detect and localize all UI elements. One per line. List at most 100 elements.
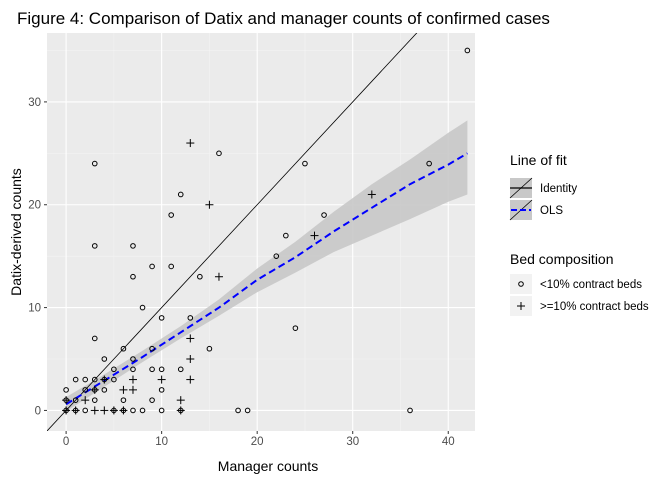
legend-label-fit: Identity xyxy=(540,183,577,195)
point-under-10pct xyxy=(149,397,155,403)
point-under-10pct xyxy=(302,160,308,167)
point-over-10pct xyxy=(119,406,128,415)
point-over-10pct xyxy=(157,375,166,384)
point-over-10pct xyxy=(176,396,185,405)
y-axis-title: Datix-derived counts xyxy=(8,168,24,296)
point-over-10pct xyxy=(90,385,99,394)
y-tick-label: 0 xyxy=(35,405,41,417)
y-tick-label: 10 xyxy=(28,303,41,315)
point-over-10pct xyxy=(186,334,195,343)
point-over-10pct xyxy=(176,406,185,415)
point-under-10pct xyxy=(130,407,136,414)
x-axis-title: Manager counts xyxy=(218,458,318,474)
fit-lines xyxy=(47,33,468,431)
legend-key-under-10pct xyxy=(510,274,532,294)
point-under-10pct xyxy=(292,325,299,331)
legend-key-identity xyxy=(509,177,533,199)
point-over-10pct xyxy=(100,406,109,415)
point-under-10pct xyxy=(464,47,471,54)
point-under-10pct xyxy=(101,387,108,393)
point-under-10pct xyxy=(206,345,213,352)
point-under-10pct xyxy=(187,315,194,321)
point-under-10pct xyxy=(158,387,165,393)
point-over-10pct xyxy=(186,375,195,384)
x-tick-label: 10 xyxy=(155,436,168,448)
point-under-10pct xyxy=(120,397,127,403)
point-under-10pct xyxy=(82,387,89,393)
point-over-10pct xyxy=(214,272,223,281)
x-tick-label: 0 xyxy=(63,436,69,448)
x-tick-label: 40 xyxy=(442,436,455,448)
x-tick-label: 20 xyxy=(251,436,264,448)
point-over-10pct xyxy=(186,355,195,364)
axis-ticks: 0 10 20 30 40 0 10 20 30 xyxy=(28,97,454,448)
point-over-10pct xyxy=(62,406,71,415)
legend-label-bed: <10% contract beds xyxy=(540,279,642,291)
point-under-10pct xyxy=(283,232,289,239)
point-under-10pct xyxy=(72,397,79,403)
y-tick-label: 20 xyxy=(28,200,41,212)
point-under-10pct xyxy=(111,366,117,373)
legend-fit-title: Line of fit xyxy=(510,152,567,168)
point-under-10pct xyxy=(177,366,184,373)
legend: Line of fit Bed composition Identity OLS <… xyxy=(509,152,649,316)
point-under-10pct xyxy=(130,273,136,280)
point-under-10pct xyxy=(149,345,155,352)
plot-panel xyxy=(47,33,475,431)
point-under-10pct xyxy=(158,366,165,373)
ols-confidence-ribbon xyxy=(66,120,468,412)
point-over-10pct xyxy=(310,231,319,240)
point-under-10pct xyxy=(168,263,174,270)
point-under-10pct xyxy=(72,376,79,383)
point-over-10pct xyxy=(90,406,99,415)
ols-line xyxy=(65,152,468,406)
point-under-10pct xyxy=(82,407,89,414)
point-under-10pct xyxy=(139,304,146,311)
point-under-10pct xyxy=(101,356,108,362)
point-under-10pct xyxy=(197,273,203,280)
point-under-10pct xyxy=(120,345,127,352)
data-points xyxy=(62,47,471,415)
point-under-10pct xyxy=(407,407,413,414)
point-under-10pct xyxy=(130,356,136,362)
point-under-10pct xyxy=(149,366,155,373)
y-tick-label: 30 xyxy=(28,97,41,109)
point-under-10pct xyxy=(158,407,165,414)
legend-bed-title: Bed composition xyxy=(510,251,614,267)
point-under-10pct xyxy=(130,366,136,373)
point-over-10pct xyxy=(100,375,109,384)
chart-title: Figure 4: Comparison of Datix and manage… xyxy=(17,9,550,28)
point-under-10pct xyxy=(91,160,98,167)
legend-circle-marker xyxy=(518,281,524,287)
point-over-10pct xyxy=(128,385,137,394)
point-over-10pct xyxy=(205,200,214,209)
point-under-10pct xyxy=(139,407,146,414)
identity-line xyxy=(47,33,418,431)
point-under-10pct xyxy=(158,315,165,321)
point-under-10pct xyxy=(177,191,184,198)
point-under-10pct xyxy=(149,263,155,270)
legend-key-over-10pct xyxy=(510,296,532,316)
point-under-10pct xyxy=(91,376,98,383)
legend-label-fit: OLS xyxy=(540,205,563,217)
point-over-10pct xyxy=(71,406,80,415)
point-under-10pct xyxy=(91,335,98,342)
point-under-10pct xyxy=(321,212,327,218)
x-tick-label: 30 xyxy=(346,436,359,448)
point-under-10pct xyxy=(91,243,98,249)
ols-ribbon xyxy=(66,120,468,412)
point-under-10pct xyxy=(91,397,98,403)
point-under-10pct xyxy=(63,387,69,393)
point-over-10pct xyxy=(367,190,376,199)
point-under-10pct xyxy=(82,376,89,383)
point-over-10pct xyxy=(62,396,71,405)
point-under-10pct xyxy=(426,160,432,167)
point-under-10pct xyxy=(168,212,174,218)
point-under-10pct xyxy=(130,243,136,249)
point-over-10pct xyxy=(128,375,137,384)
point-under-10pct xyxy=(273,253,280,259)
point-under-10pct xyxy=(244,407,251,414)
legend-label-bed: >=10% contract beds xyxy=(540,301,649,313)
grid xyxy=(47,33,475,431)
